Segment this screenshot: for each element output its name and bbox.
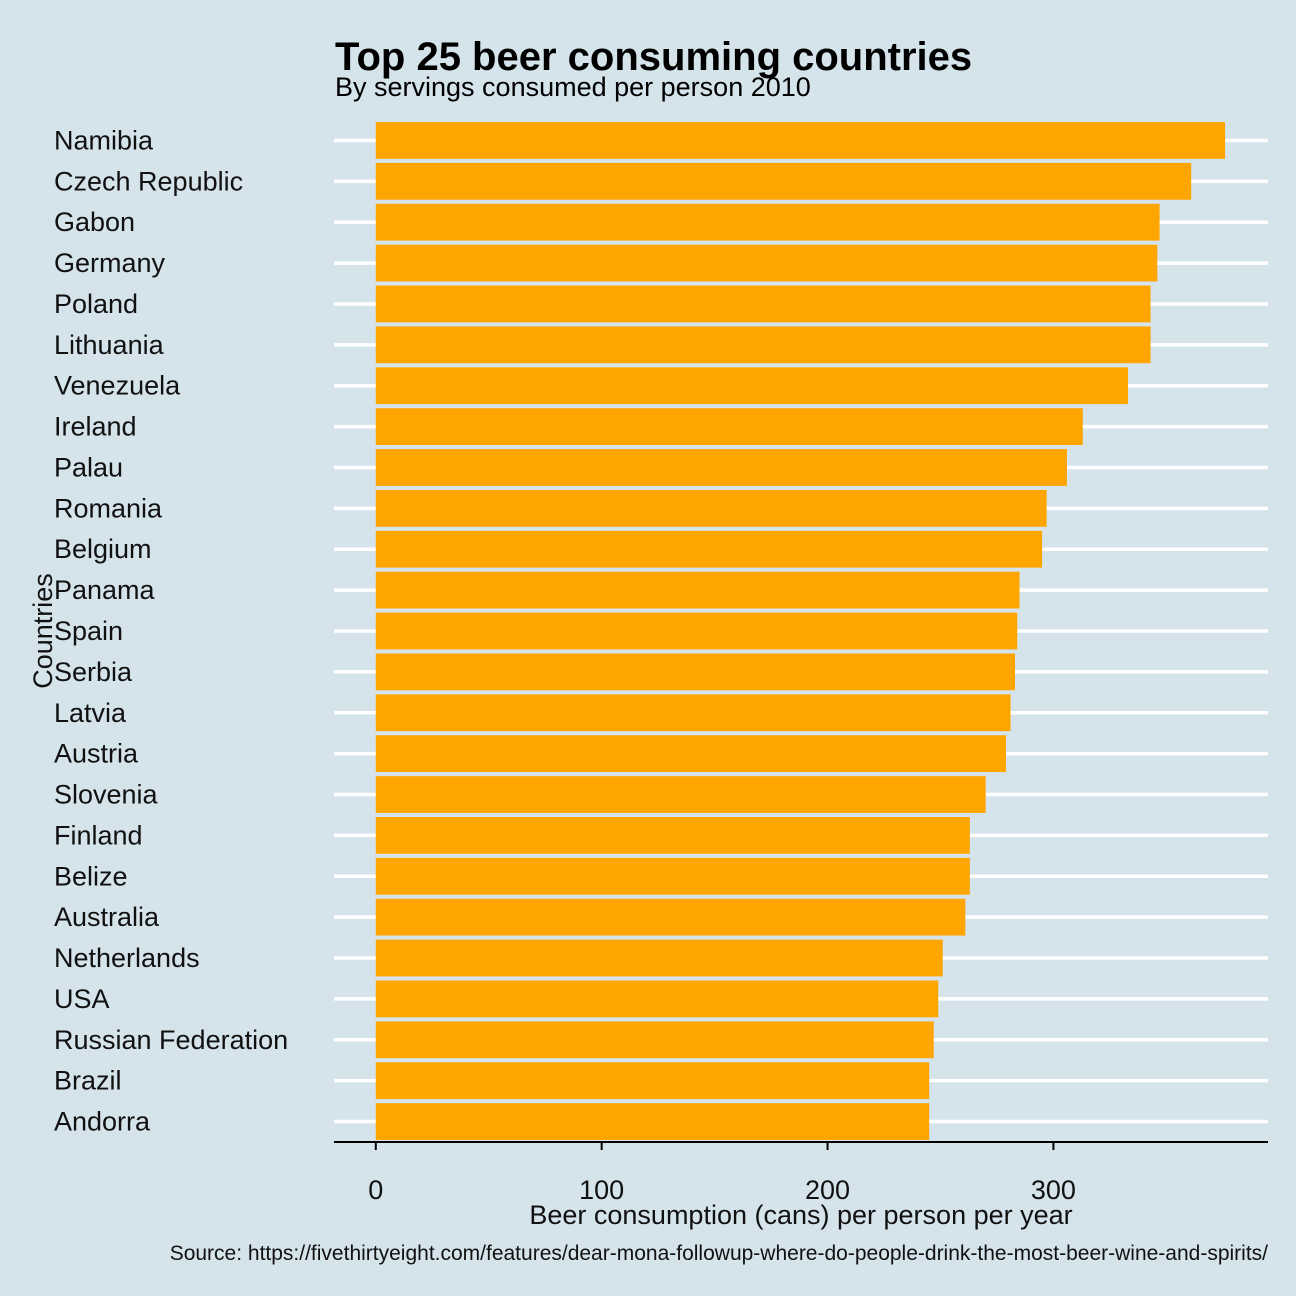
bar-serbia <box>375 653 1016 691</box>
x-tick-label: 100 <box>579 1175 624 1205</box>
bar-austria <box>375 735 1006 773</box>
category-label: Australia <box>54 902 160 932</box>
category-label: Latvia <box>54 698 127 728</box>
bar-poland <box>375 285 1151 323</box>
category-label: Lithuania <box>54 330 165 360</box>
x-tick-label: 200 <box>805 1175 850 1205</box>
bar-germany <box>375 244 1158 282</box>
bar-brazil <box>375 1062 930 1100</box>
category-label: Romania <box>54 493 163 523</box>
chart-subtitle: By servings consumed per person 2010 <box>335 72 811 102</box>
category-label: Finland <box>54 820 143 850</box>
bar-latvia <box>375 694 1011 732</box>
category-label: Netherlands <box>54 943 200 973</box>
bar-lithuania <box>375 326 1151 364</box>
bars <box>375 122 1226 1140</box>
chart-title: Top 25 beer consuming countries <box>335 35 972 79</box>
category-label: Slovenia <box>54 780 159 810</box>
bar-russian-federation <box>375 1021 934 1059</box>
category-label: Russian Federation <box>54 1025 288 1055</box>
bar-finland <box>375 817 970 854</box>
bar-namibia <box>375 122 1226 159</box>
x-axis-title: Beer consumption (cans) per person per y… <box>529 1200 1072 1230</box>
x-axis: 0 100 200 300 <box>334 1141 1268 1205</box>
category-labels: Namibia Czech Republic Gabon Germany Poland L… <box>54 125 288 1136</box>
category-label: Germany <box>54 248 166 278</box>
bar-czech-republic <box>375 162 1192 200</box>
bar-slovenia <box>375 776 986 813</box>
category-label: Belgium <box>54 534 152 564</box>
bar-belize <box>375 857 970 895</box>
chart-caption: Source: https://fivethirtyeight.com/feat… <box>170 1242 1268 1265</box>
category-label: Panama <box>54 575 156 605</box>
category-label: Austria <box>54 739 139 769</box>
bar-palau <box>375 449 1067 486</box>
x-tick-label: 300 <box>1031 1175 1076 1205</box>
category-label: Namibia <box>54 125 154 155</box>
bar-panama <box>375 571 1020 609</box>
bar-romania <box>375 489 1047 527</box>
category-label: Venezuela <box>54 371 181 401</box>
y-axis-title: Countries <box>28 573 58 689</box>
category-label: Poland <box>54 289 138 319</box>
x-tick-label: 0 <box>368 1175 383 1205</box>
bar-australia <box>375 898 966 936</box>
bar-venezuela <box>375 367 1128 405</box>
bar-spain <box>375 612 1018 650</box>
category-label: Ireland <box>54 412 137 442</box>
bar-belgium <box>375 530 1043 568</box>
category-label: Serbia <box>54 657 133 687</box>
category-label: Brazil <box>54 1066 122 1096</box>
bar-andorra <box>375 1103 930 1140</box>
category-label: Belize <box>54 861 128 891</box>
category-label: Palau <box>54 452 123 482</box>
category-label: Andorra <box>54 1107 151 1137</box>
category-label: USA <box>54 984 110 1014</box>
category-label: Spain <box>54 616 123 646</box>
category-label: Czech Republic <box>54 166 243 196</box>
bar-gabon <box>375 203 1160 241</box>
bar-netherlands <box>375 939 943 977</box>
category-label: Gabon <box>54 207 135 237</box>
bar-usa <box>375 980 939 1018</box>
bar-ireland <box>375 408 1083 445</box>
